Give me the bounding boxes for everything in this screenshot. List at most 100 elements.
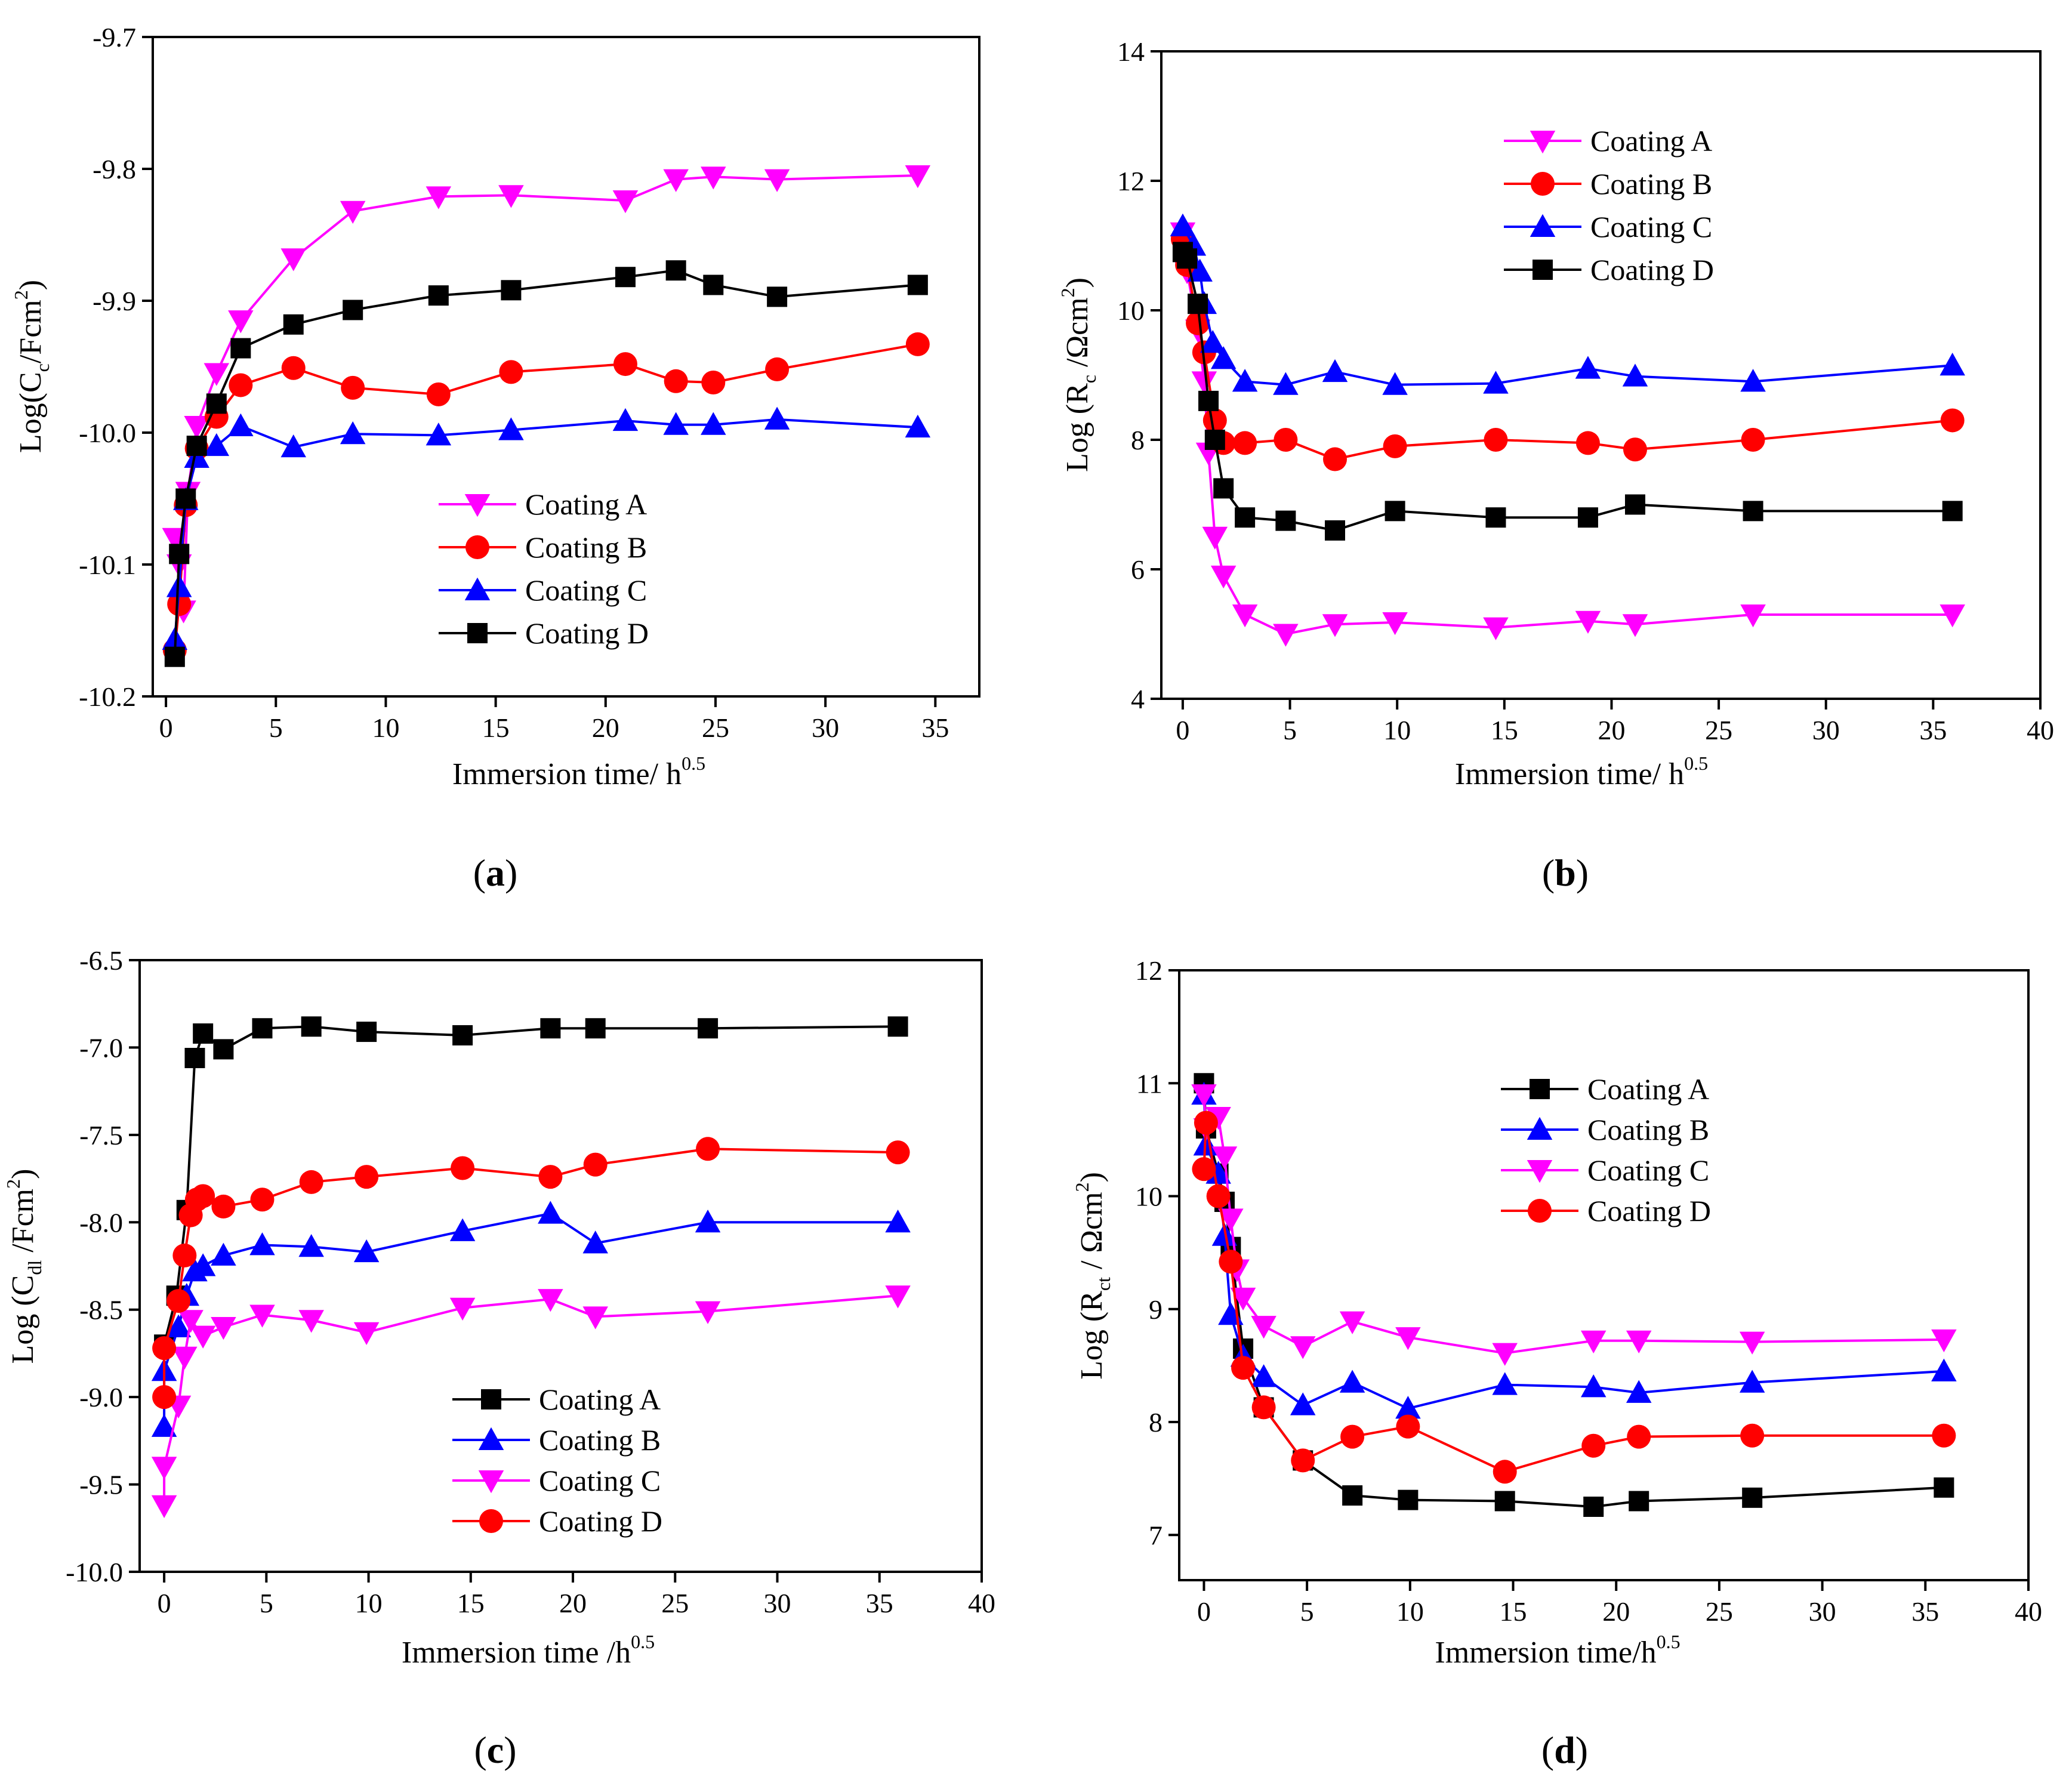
data-point bbox=[228, 310, 254, 334]
data-point bbox=[425, 186, 452, 209]
panel-c-xlabel-main: Immersion time /h bbox=[402, 1636, 631, 1670]
data-point bbox=[228, 413, 254, 436]
x-tick-label: 0 bbox=[1176, 715, 1189, 745]
legend-label: Coating B bbox=[539, 1423, 661, 1457]
x-tick-label: 25 bbox=[661, 1588, 689, 1618]
data-point bbox=[1205, 1161, 1231, 1184]
data-point bbox=[1231, 1356, 1256, 1380]
data-point bbox=[211, 1242, 236, 1266]
data-point bbox=[190, 1325, 216, 1349]
data-point bbox=[184, 415, 209, 439]
data-point bbox=[615, 267, 636, 288]
y-tick-label: 7 bbox=[1149, 1520, 1163, 1550]
data-point bbox=[1210, 565, 1237, 589]
data-point bbox=[1200, 330, 1226, 353]
data-point bbox=[1170, 213, 1196, 236]
data-point bbox=[449, 1218, 476, 1241]
data-point bbox=[1192, 1157, 1216, 1182]
data-point bbox=[1251, 1395, 1276, 1420]
y-tick-label: 12 bbox=[1117, 166, 1145, 196]
panel-a-ylabel-post: ) bbox=[14, 280, 48, 290]
panel-d-xlabel-sup: 0.5 bbox=[1657, 1631, 1681, 1652]
data-point bbox=[169, 544, 190, 565]
data-point bbox=[298, 1234, 324, 1257]
data-point bbox=[211, 1317, 236, 1340]
data-point bbox=[1739, 1331, 1765, 1355]
data-point bbox=[695, 1301, 721, 1324]
data-point bbox=[184, 1048, 205, 1068]
panel-d-ylabel-pre: Log (R bbox=[1075, 1291, 1109, 1380]
data-point bbox=[905, 414, 931, 438]
data-point bbox=[1213, 478, 1234, 499]
x-tick-label: 30 bbox=[1809, 1596, 1836, 1627]
panel-d-ylabel-sup: 2 bbox=[1071, 1182, 1093, 1192]
data-point bbox=[1339, 1370, 1365, 1393]
legend-marker bbox=[479, 1509, 503, 1533]
data-point bbox=[1484, 428, 1508, 452]
data-point bbox=[538, 1289, 563, 1312]
panel-b-ylabel-mid: /Ωcm bbox=[1060, 297, 1094, 375]
data-point bbox=[764, 406, 790, 430]
data-point bbox=[498, 417, 524, 440]
data-point bbox=[585, 1018, 606, 1039]
y-tick-label: -9.8 bbox=[92, 154, 136, 184]
panel-a-xlabel-sup: 0.5 bbox=[682, 752, 705, 774]
data-point bbox=[249, 1304, 275, 1328]
data-point bbox=[885, 1210, 911, 1233]
data-point bbox=[1322, 614, 1348, 637]
data-point bbox=[701, 371, 726, 395]
legend-label: Coating A bbox=[525, 488, 647, 521]
data-point bbox=[340, 201, 366, 224]
data-point bbox=[540, 1018, 561, 1039]
x-tick-label: 25 bbox=[1706, 1596, 1733, 1627]
data-point bbox=[190, 1253, 216, 1276]
data-point bbox=[1485, 507, 1506, 528]
x-tick-label: 5 bbox=[260, 1588, 273, 1618]
data-point bbox=[1492, 1343, 1518, 1366]
data-point bbox=[1186, 311, 1210, 335]
panel-b-xlabel-sup: 0.5 bbox=[1684, 752, 1708, 774]
data-point bbox=[1291, 1448, 1315, 1473]
x-tick-label: 15 bbox=[457, 1588, 485, 1618]
panel-c-xlabel-sup: 0.5 bbox=[631, 1631, 655, 1652]
x-tick-label: 25 bbox=[1705, 715, 1732, 745]
data-point bbox=[428, 285, 449, 306]
y-tick-label: 8 bbox=[1149, 1407, 1163, 1438]
y-tick-label: -10.2 bbox=[79, 681, 136, 712]
panel-c-ylabel-mid: /Fcm bbox=[6, 1189, 40, 1260]
data-point bbox=[193, 1023, 214, 1044]
data-point bbox=[1581, 1433, 1606, 1458]
data-point bbox=[191, 1184, 215, 1208]
panel-d-chart: 0 5 10 15 20 25 30 35 40 7 8 9 10 11 12 Coating A Coatin… bbox=[1071, 955, 2042, 1771]
legend-marker bbox=[478, 1470, 504, 1494]
data-point bbox=[1743, 501, 1763, 522]
data-point bbox=[1232, 604, 1258, 628]
data-point bbox=[151, 1414, 177, 1437]
panel-a-label: (a) bbox=[473, 852, 518, 894]
panel-d-xlabel-main: Immersion time/h bbox=[1435, 1636, 1656, 1670]
y-tick-label: -10.1 bbox=[79, 550, 136, 580]
data-point bbox=[1383, 434, 1407, 458]
data-point bbox=[298, 1310, 324, 1333]
legend-marker bbox=[464, 494, 491, 517]
data-point bbox=[885, 1285, 911, 1309]
data-point bbox=[1575, 431, 1600, 455]
y-tick-label: -7.5 bbox=[79, 1120, 123, 1151]
panel-b-ylabel-post: ) bbox=[1060, 277, 1094, 288]
data-point bbox=[583, 1152, 608, 1177]
panel-c-label: (c) bbox=[474, 1729, 516, 1771]
data-point bbox=[280, 434, 306, 458]
data-point bbox=[1583, 1496, 1604, 1517]
data-point bbox=[765, 357, 790, 381]
panel-a-y-axis-title: Log(Cc/Fcm2) bbox=[10, 280, 53, 453]
legend-marker bbox=[1527, 1116, 1553, 1140]
data-point bbox=[1290, 1336, 1316, 1359]
data-point bbox=[354, 1165, 379, 1189]
series-line-coating-d bbox=[163, 1148, 898, 1398]
data-point bbox=[172, 1346, 198, 1370]
data-point bbox=[1202, 526, 1228, 550]
legend-label: Coating D bbox=[1590, 253, 1714, 286]
y-tick-label: 8 bbox=[1131, 425, 1145, 455]
data-point bbox=[1580, 1374, 1607, 1398]
panel-c-x-axis-title: Immersion time /h0.5 bbox=[402, 1631, 655, 1670]
